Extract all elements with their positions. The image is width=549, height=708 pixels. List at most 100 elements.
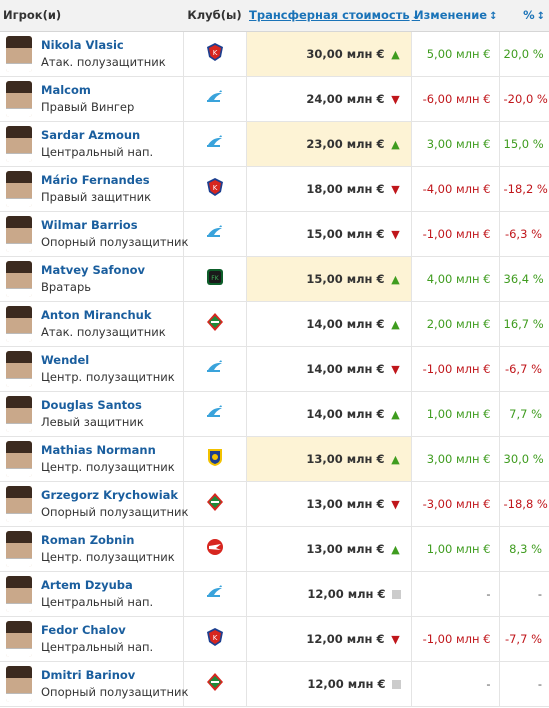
player-cell: Wendel Центр. полузащитник <box>0 346 184 391</box>
cska-crest-icon[interactable]: K <box>205 627 225 647</box>
header-value-sort[interactable]: Трансферная стоимость ↓ <box>246 0 420 32</box>
header-value-label[interactable]: Трансферная стоимость <box>249 8 410 23</box>
cska-crest-icon[interactable]: K <box>205 177 225 197</box>
change-cell: 2,00 млн € <box>411 301 500 346</box>
table-row: Fedor Chalov Центральный нап. K 12,00 млн €… <box>0 616 549 661</box>
market-value: 30,00 млн € <box>306 46 385 61</box>
player-cell: Mathias Normann Центр. полузащитник <box>0 436 184 481</box>
value-change-pct: -6,7 % <box>504 361 542 376</box>
lokomotiv-crest-icon[interactable] <box>205 312 225 332</box>
player-name-link[interactable]: Fedor Chalov <box>41 622 126 637</box>
lokomotiv-crest-icon[interactable] <box>205 492 225 512</box>
player-name-link[interactable]: Douglas Santos <box>41 397 142 412</box>
player-photo[interactable] <box>6 485 32 522</box>
player-cell: Sardar Azmoun Центральный нап. <box>0 121 184 166</box>
value-change-pct: 16,7 % <box>503 316 544 331</box>
value-change-pct: - <box>537 676 542 691</box>
player-name-link[interactable]: Matvey Safonov <box>41 262 146 277</box>
player-position: Правый защитник <box>41 189 152 204</box>
player-photo[interactable] <box>6 350 32 387</box>
player-photo[interactable] <box>6 35 32 72</box>
value-change: -1,00 млн € <box>422 361 491 376</box>
zenit-crest-icon[interactable] <box>205 222 225 242</box>
spartak-crest-icon[interactable] <box>205 537 225 557</box>
market-value: 12,00 млн € <box>306 631 385 646</box>
table-row: Wendel Центр. полузащитник 14,00 млн € ▼ -1,… <box>0 346 549 391</box>
market-value-cell: 15,00 млн € ▼ <box>246 211 412 256</box>
player-cell: Matvey Safonov Вратарь <box>0 256 184 301</box>
player-name-link[interactable]: Grzegorz Krychowiak <box>41 487 179 502</box>
arrow-down-icon: ▼ <box>391 362 400 376</box>
player-cell: Douglas Santos Левый защитник <box>0 391 184 436</box>
club-cell <box>183 436 247 481</box>
player-position: Центр. полузащитник <box>41 549 175 564</box>
player-name-link[interactable]: Artem Dzyuba <box>41 577 133 592</box>
player-photo[interactable] <box>6 215 32 252</box>
club-cell: K <box>183 616 247 661</box>
player-name-link[interactable]: Mathias Normann <box>41 442 156 457</box>
player-photo[interactable] <box>6 530 32 567</box>
player-name-link[interactable]: Anton Miranchuk <box>41 307 152 322</box>
no-change-icon <box>391 679 401 689</box>
change-cell: 5,00 млн € <box>411 31 500 76</box>
player-photo[interactable] <box>6 620 32 657</box>
player-cell: Mário Fernandes Правый защитник <box>0 166 184 211</box>
header-pct-sort[interactable]: % ↕ <box>499 0 549 32</box>
header-change-label[interactable]: Изменение <box>414 8 488 23</box>
player-name-link[interactable]: Roman Zobnin <box>41 532 135 547</box>
sort-both-icon[interactable]: ↕ <box>536 11 545 23</box>
player-photo[interactable] <box>6 665 32 702</box>
market-value: 14,00 млн € <box>306 406 385 421</box>
header-pct-label[interactable]: % <box>523 8 535 23</box>
arrow-down-icon: ▼ <box>391 182 400 196</box>
market-value: 13,00 млн € <box>306 541 385 556</box>
table-row: Dmitri Barinov Опорный полузащитник 12,00 … <box>0 661 549 706</box>
player-name-link[interactable]: Sardar Azmoun <box>41 127 141 142</box>
player-photo[interactable] <box>6 125 32 162</box>
table-row: Grzegorz Krychowiak Опорный полузащитник 1… <box>0 481 549 526</box>
krasnodar-crest-icon[interactable]: FK <box>205 267 225 287</box>
table-row: Sardar Azmoun Центральный нап. 23,00 млн €… <box>0 121 549 166</box>
player-photo[interactable] <box>6 170 32 207</box>
player-photo[interactable] <box>6 440 32 477</box>
sort-both-icon[interactable]: ↕ <box>489 11 498 23</box>
player-name-link[interactable]: Mário Fernandes <box>41 172 150 187</box>
player-photo[interactable] <box>6 305 32 342</box>
player-photo[interactable] <box>6 260 32 297</box>
zenit-crest-icon[interactable] <box>205 582 225 602</box>
player-name-link[interactable]: Dmitri Barinov <box>41 667 136 682</box>
player-photo[interactable] <box>6 80 32 117</box>
rostov-crest-icon[interactable] <box>205 447 225 467</box>
zenit-crest-icon[interactable] <box>205 132 225 152</box>
zenit-crest-icon[interactable] <box>205 87 225 107</box>
arrow-up-icon: ▲ <box>391 272 400 286</box>
club-cell <box>183 301 247 346</box>
player-photo[interactable] <box>6 575 32 612</box>
player-photo[interactable] <box>6 395 32 432</box>
player-cell: Fedor Chalov Центральный нап. <box>0 616 184 661</box>
header-change-sort[interactable]: Изменение ↕ <box>411 0 499 32</box>
player-cell: Malcom Правый Вингер <box>0 76 184 121</box>
player-cell: Grzegorz Krychowiak Опорный полузащитник <box>0 481 188 526</box>
player-name-link[interactable]: Wilmar Barrios <box>41 217 138 232</box>
player-name-link[interactable]: Wendel <box>41 352 90 367</box>
player-name-link[interactable]: Nikola Vlasic <box>41 37 124 52</box>
change-cell: -1,00 млн € <box>411 616 500 661</box>
market-value: 23,00 млн € <box>306 136 385 151</box>
value-change-pct: 8,3 % <box>509 541 542 556</box>
zenit-crest-icon[interactable] <box>205 357 225 377</box>
player-name-link[interactable]: Malcom <box>41 82 91 97</box>
zenit-crest-icon[interactable] <box>205 402 225 422</box>
no-change-icon <box>391 589 401 599</box>
value-change-pct: 7,7 % <box>509 406 542 421</box>
value-change: -4,00 млн € <box>422 181 491 196</box>
value-change: -3,00 млн € <box>422 496 491 511</box>
value-change: 2,00 млн € <box>426 316 491 331</box>
svg-text:K: K <box>212 184 217 192</box>
change-cell: 1,00 млн € <box>411 526 500 571</box>
club-cell: K <box>183 31 247 76</box>
header-player-label: Игрок(и) <box>3 8 62 23</box>
cska-crest-icon[interactable]: K <box>205 42 225 62</box>
lokomotiv-crest-icon[interactable] <box>205 672 225 692</box>
